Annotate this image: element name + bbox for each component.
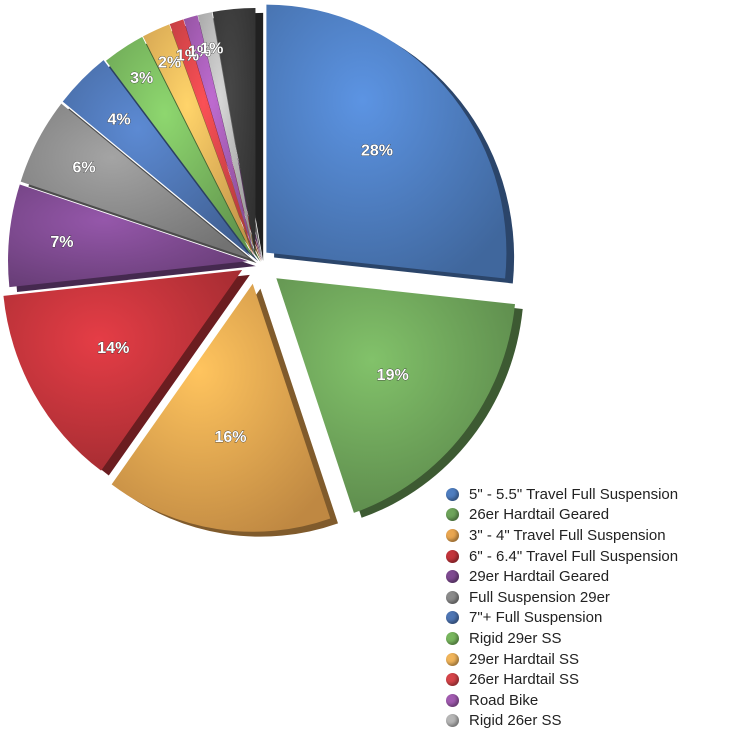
legend-label: Rigid 26er SS xyxy=(469,712,562,730)
legend: 5" - 5.5" Travel Full Suspension 26er Har… xyxy=(442,484,678,731)
legend-label: Rigid 29er SS xyxy=(469,629,562,647)
legend-item: Road Bike xyxy=(442,690,678,711)
slice-value-label: 28% xyxy=(361,143,393,160)
pie-slice-face xyxy=(3,270,243,471)
pie-slice-face xyxy=(197,12,255,257)
slice-value-label: 1% xyxy=(200,41,223,58)
slice-value-label: 1% xyxy=(188,44,211,61)
legend-label: 7"+ Full Suspension xyxy=(469,609,603,627)
legend-item: 7"+ Full Suspension xyxy=(442,608,678,629)
legend-swatch xyxy=(446,549,459,563)
legend-swatch xyxy=(446,528,459,542)
pie-slice-7 xyxy=(62,60,259,262)
legend-label: Full Suspension 29er xyxy=(469,588,610,606)
legend-item: 29er Hardtail Geared xyxy=(442,566,678,587)
legend-label: 26er Hardtail SS xyxy=(469,671,580,689)
slice-value-label: 2% xyxy=(158,55,181,72)
pie-slice-face xyxy=(169,19,255,257)
slice-value-label: 4% xyxy=(107,112,130,129)
legend-swatch xyxy=(446,693,459,707)
pie-slice-9 xyxy=(143,24,262,262)
slice-value-label: 14% xyxy=(97,340,129,357)
pie-slice-face xyxy=(111,283,331,532)
pie-slice-5 xyxy=(8,184,256,292)
pie-slice-face xyxy=(20,103,249,259)
pie-slice-8 xyxy=(105,36,261,262)
slice-value-label: 7% xyxy=(50,234,73,251)
legend-item: 6" - 6.4" Travel Full Suspension xyxy=(442,546,678,567)
legend-swatch xyxy=(446,590,459,604)
legend-swatch xyxy=(446,714,459,728)
slice-value-label: 3% xyxy=(130,70,153,87)
legend-label: 26er Hardtail Geared xyxy=(469,506,610,524)
legend-label: 29er Hardtail Geared xyxy=(469,568,610,586)
legend-swatch xyxy=(446,652,459,666)
legend-label: 5" - 5.5" Travel Full Suspension xyxy=(469,485,679,503)
legend-swatch xyxy=(446,631,459,645)
pie-slice-2 xyxy=(276,278,523,518)
legend-item: Rigid 26er SS xyxy=(442,711,678,732)
legend-swatch xyxy=(446,508,459,522)
slice-value-label: 19% xyxy=(377,367,409,384)
legend-item: Rigid 29er SS xyxy=(442,628,678,649)
legend-swatch xyxy=(446,570,459,584)
legend-item: 29er Hardtail SS xyxy=(442,649,678,670)
pie-slice-face xyxy=(143,24,254,257)
pie-slice-face xyxy=(266,4,507,279)
pie-slice-face xyxy=(62,60,251,257)
legend-label: 6" - 6.4" Travel Full Suspension xyxy=(469,547,679,565)
pie-slice-1 xyxy=(266,4,515,284)
slice-value-label: 6% xyxy=(73,160,96,177)
pie-slice-face xyxy=(8,184,249,288)
legend-item: 3" - 4" Travel Full Suspension xyxy=(442,525,678,546)
pie-slice-3 xyxy=(111,283,338,537)
pie-slice-face xyxy=(105,36,253,257)
pie-slice-4 xyxy=(3,270,250,476)
legend-swatch xyxy=(446,673,459,687)
pie-slice-13 xyxy=(212,8,264,261)
legend-item: 5" - 5.5" Travel Full Suspension xyxy=(442,484,678,505)
legend-item: 26er Hardtail SS xyxy=(442,669,678,690)
slice-value-label: 1% xyxy=(176,48,199,65)
legend-item: Full Suspension 29er xyxy=(442,587,678,608)
pie-slice-face xyxy=(276,278,516,513)
legend-swatch xyxy=(446,487,459,501)
slice-value-label: 16% xyxy=(214,429,246,446)
legend-item: 26er Hardtail Geared xyxy=(442,505,678,526)
pie-slice-face xyxy=(183,15,255,257)
legend-label: Road Bike xyxy=(469,691,539,709)
pie-slice-face xyxy=(212,8,256,257)
legend-label: 29er Hardtail SS xyxy=(469,650,580,668)
pie-slice-6 xyxy=(20,103,257,264)
legend-swatch xyxy=(446,611,459,625)
legend-label: 3" - 4" Travel Full Suspension xyxy=(469,526,666,544)
